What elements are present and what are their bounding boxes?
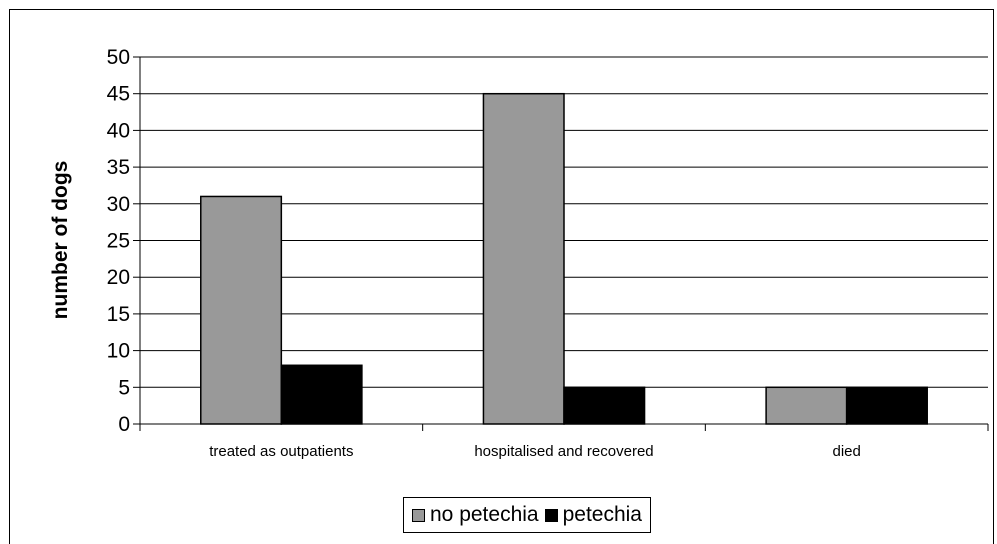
legend-label-no-petechia: no petechia (430, 503, 539, 526)
bar-petechia-2 (563, 386, 646, 425)
y-tick-label: 45 (107, 83, 130, 106)
legend-swatch-no-petechia (412, 508, 425, 522)
bar-no-petechia-2 (482, 92, 565, 425)
x-tick-label: hospitalised and recovered (474, 443, 653, 460)
legend-item-petechia: petechia (544, 503, 642, 527)
legend-item-no-petechia: no petechia (412, 503, 539, 527)
y-tick-label: 5 (118, 376, 130, 399)
y-tick-label: 10 (107, 340, 130, 363)
y-tick-label: 20 (107, 266, 130, 289)
legend-swatch-petechia (544, 508, 558, 522)
y-tick-label: 50 (107, 46, 130, 69)
y-tick-label: 0 (118, 413, 130, 436)
legend: no petechia petechia (403, 497, 651, 533)
bar-no-petechia-1 (200, 195, 283, 425)
y-tick-label: 25 (107, 230, 130, 253)
y-tick-label: 35 (107, 156, 130, 179)
x-tick-label: died (832, 443, 860, 460)
y-axis-label: number of dogs (49, 161, 72, 320)
bar-no-petechia-3 (765, 386, 848, 425)
y-tick-label: 15 (107, 303, 130, 326)
bar-petechia-3 (845, 386, 928, 425)
legend-label-petechia: petechia (562, 503, 642, 526)
x-tick-label: treated as outpatients (209, 443, 353, 460)
chart-frame (9, 9, 994, 544)
bar-petechia-1 (280, 364, 363, 425)
y-tick-label: 30 (107, 193, 130, 216)
y-tick-label: 40 (107, 119, 130, 142)
